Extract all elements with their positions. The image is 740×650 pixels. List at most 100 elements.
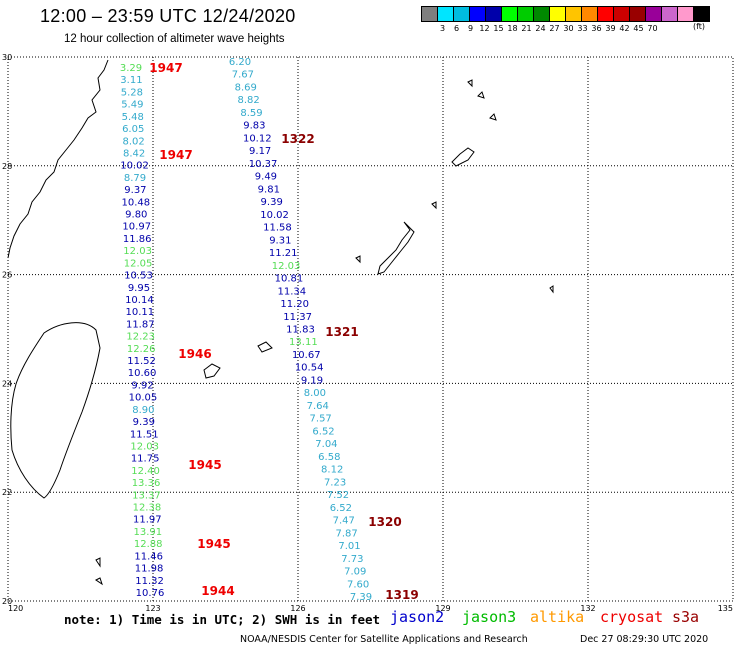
track-2-pass-time: 1320 [368, 515, 401, 529]
color-scale-label: 15 [493, 24, 504, 33]
wave-height-reading: 8.69 [235, 82, 257, 93]
wave-height-reading: 11.83 [286, 325, 315, 336]
color-scale-label: 6 [453, 24, 460, 33]
legend-s3a: s3a [672, 608, 700, 626]
track-1-pass-time: 1945 [188, 458, 221, 472]
track-2-pass-time: 1319 [385, 588, 418, 602]
color-scale-label: 9 [467, 24, 474, 33]
wave-height-reading: 11.37 [283, 312, 312, 323]
wave-height-reading: 12.05 [124, 258, 153, 269]
wave-height-reading: 10.37 [249, 159, 278, 170]
wave-height-reading: 10.53 [124, 271, 153, 282]
wave-height-reading: 10.11 [126, 307, 155, 318]
wave-height-reading: 7.04 [315, 439, 337, 450]
track-1-pass-time: 1944 [201, 584, 234, 598]
wave-height-reading: 3.11 [120, 75, 142, 86]
latitude-label: 20 [2, 597, 12, 606]
credit-line: NOAA/NESDIS Center for Satellite Applica… [240, 634, 528, 645]
wave-height-reading: 10.12 [243, 133, 272, 144]
wave-height-reading: 8.79 [124, 173, 146, 184]
wave-height-reading: 13.11 [289, 337, 318, 348]
wave-height-reading: 11.20 [280, 299, 309, 310]
wave-height-reading: 9.39 [133, 417, 155, 428]
wave-height-reading: 11.75 [131, 454, 160, 465]
wave-height-reading: 10.02 [260, 210, 289, 221]
track-1-pass-time: 1947 [159, 148, 192, 162]
track-1-wave-heights: 3.293.115.28 5.495.486.058.028.42 10.028.7… [120, 63, 164, 599]
longitude-label: 129 [435, 604, 450, 613]
color-scale-label: 27 [549, 24, 560, 33]
color-scale-label: 36 [591, 24, 602, 33]
wave-height-reading: 10.14 [125, 295, 154, 306]
color-scale-swatch [693, 6, 710, 22]
wave-height-reading: 12.23 [126, 332, 155, 343]
small-islands-east [95, 201, 554, 586]
wave-height-reading: 9.19 [301, 375, 323, 386]
color-scale-labels: 3 6 9 12 15 18 21 24 27 30 33 36 39 42 45 70 [421, 24, 710, 33]
legend-cryosat: cryosat [600, 608, 664, 626]
wave-height-reading: 11.52 [127, 356, 156, 367]
wave-height-reading: 9.95 [128, 283, 150, 294]
map-frame [7, 56, 734, 602]
color-scale-unit: (ft) [693, 22, 706, 31]
wave-height-reading: 5.28 [121, 87, 143, 98]
wave-height-reading: 9.37 [124, 185, 146, 196]
wave-height-reading: 7.23 [324, 477, 346, 488]
latitude-label: 26 [2, 271, 12, 280]
wave-height-reading: 7.47 [333, 516, 355, 527]
color-scale-label: 18 [507, 24, 518, 33]
wave-height-reading: 10.81 [275, 274, 304, 285]
wave-height-reading: 8.00 [304, 388, 326, 399]
wave-height-reading: 3.29 [120, 63, 142, 74]
pass-times: 1947 1947 1946 1945 1945 1944 1322 1321 1320 1319 [149, 61, 418, 602]
longitude-label: 120 [8, 604, 23, 613]
wave-height-reading: 6.20 [229, 57, 251, 68]
longitude-label: 123 [145, 604, 160, 613]
color-scale-label: 30 [563, 24, 574, 33]
wave-height-reading: 6.52 [330, 503, 352, 514]
wave-height-reading: 12.26 [127, 344, 156, 355]
color-scale-label: 21 [521, 24, 532, 33]
longitude-label: 135 [718, 604, 733, 613]
track-1-pass-time: 1945 [197, 537, 230, 551]
wave-height-reading: 7.52 [327, 490, 349, 501]
map-subtitle: 12 hour collection of altimeter wave hei… [64, 33, 285, 45]
track-2-pass-time: 1321 [325, 325, 358, 339]
wave-height-reading: 6.52 [312, 426, 334, 437]
coastlines [7, 59, 554, 586]
color-scale-label: 39 [605, 24, 616, 33]
wave-height-reading: 10.60 [128, 368, 157, 379]
wave-height-reading: 7.67 [232, 70, 254, 81]
wave-height-reading: 7.09 [344, 567, 366, 578]
wave-height-reading: 9.31 [269, 235, 291, 246]
latitude-label: 24 [2, 379, 12, 388]
tokara-islands [467, 79, 497, 121]
footnote: note: 1) Time is in UTC; 2) SWH is in fe… [64, 612, 381, 627]
color-scale-label: 42 [619, 24, 630, 33]
china-coast [7, 59, 109, 259]
ryukyu-okinawa [377, 221, 415, 275]
wave-height-reading: 10.76 [136, 588, 165, 599]
wave-height-reading: 7.87 [335, 528, 357, 539]
wave-height-reading: 8.42 [123, 148, 145, 159]
wave-height-reading: 11.46 [134, 551, 163, 562]
amami-island [451, 147, 475, 167]
wave-height-reading: 8.59 [240, 108, 262, 119]
latitude-label: 22 [2, 488, 12, 497]
wave-height-reading: 10.02 [120, 161, 149, 172]
color-scale-label: 24 [535, 24, 546, 33]
wave-height-reading: 12.03 [123, 246, 152, 257]
wave-height-reading: 7.60 [347, 579, 369, 590]
wave-height-reading: 11.98 [135, 564, 164, 575]
wave-height-reading: 11.87 [126, 319, 155, 330]
color-scale-label: 70 [647, 24, 658, 33]
wave-height-reading: 5.48 [122, 112, 144, 123]
wave-height-reading: 11.97 [133, 515, 162, 526]
wave-height-reading: 12.40 [131, 466, 160, 477]
wave-height-reading: 5.49 [121, 100, 143, 111]
ishigaki-island [203, 363, 221, 379]
wave-height-reading: 13.37 [132, 490, 161, 501]
